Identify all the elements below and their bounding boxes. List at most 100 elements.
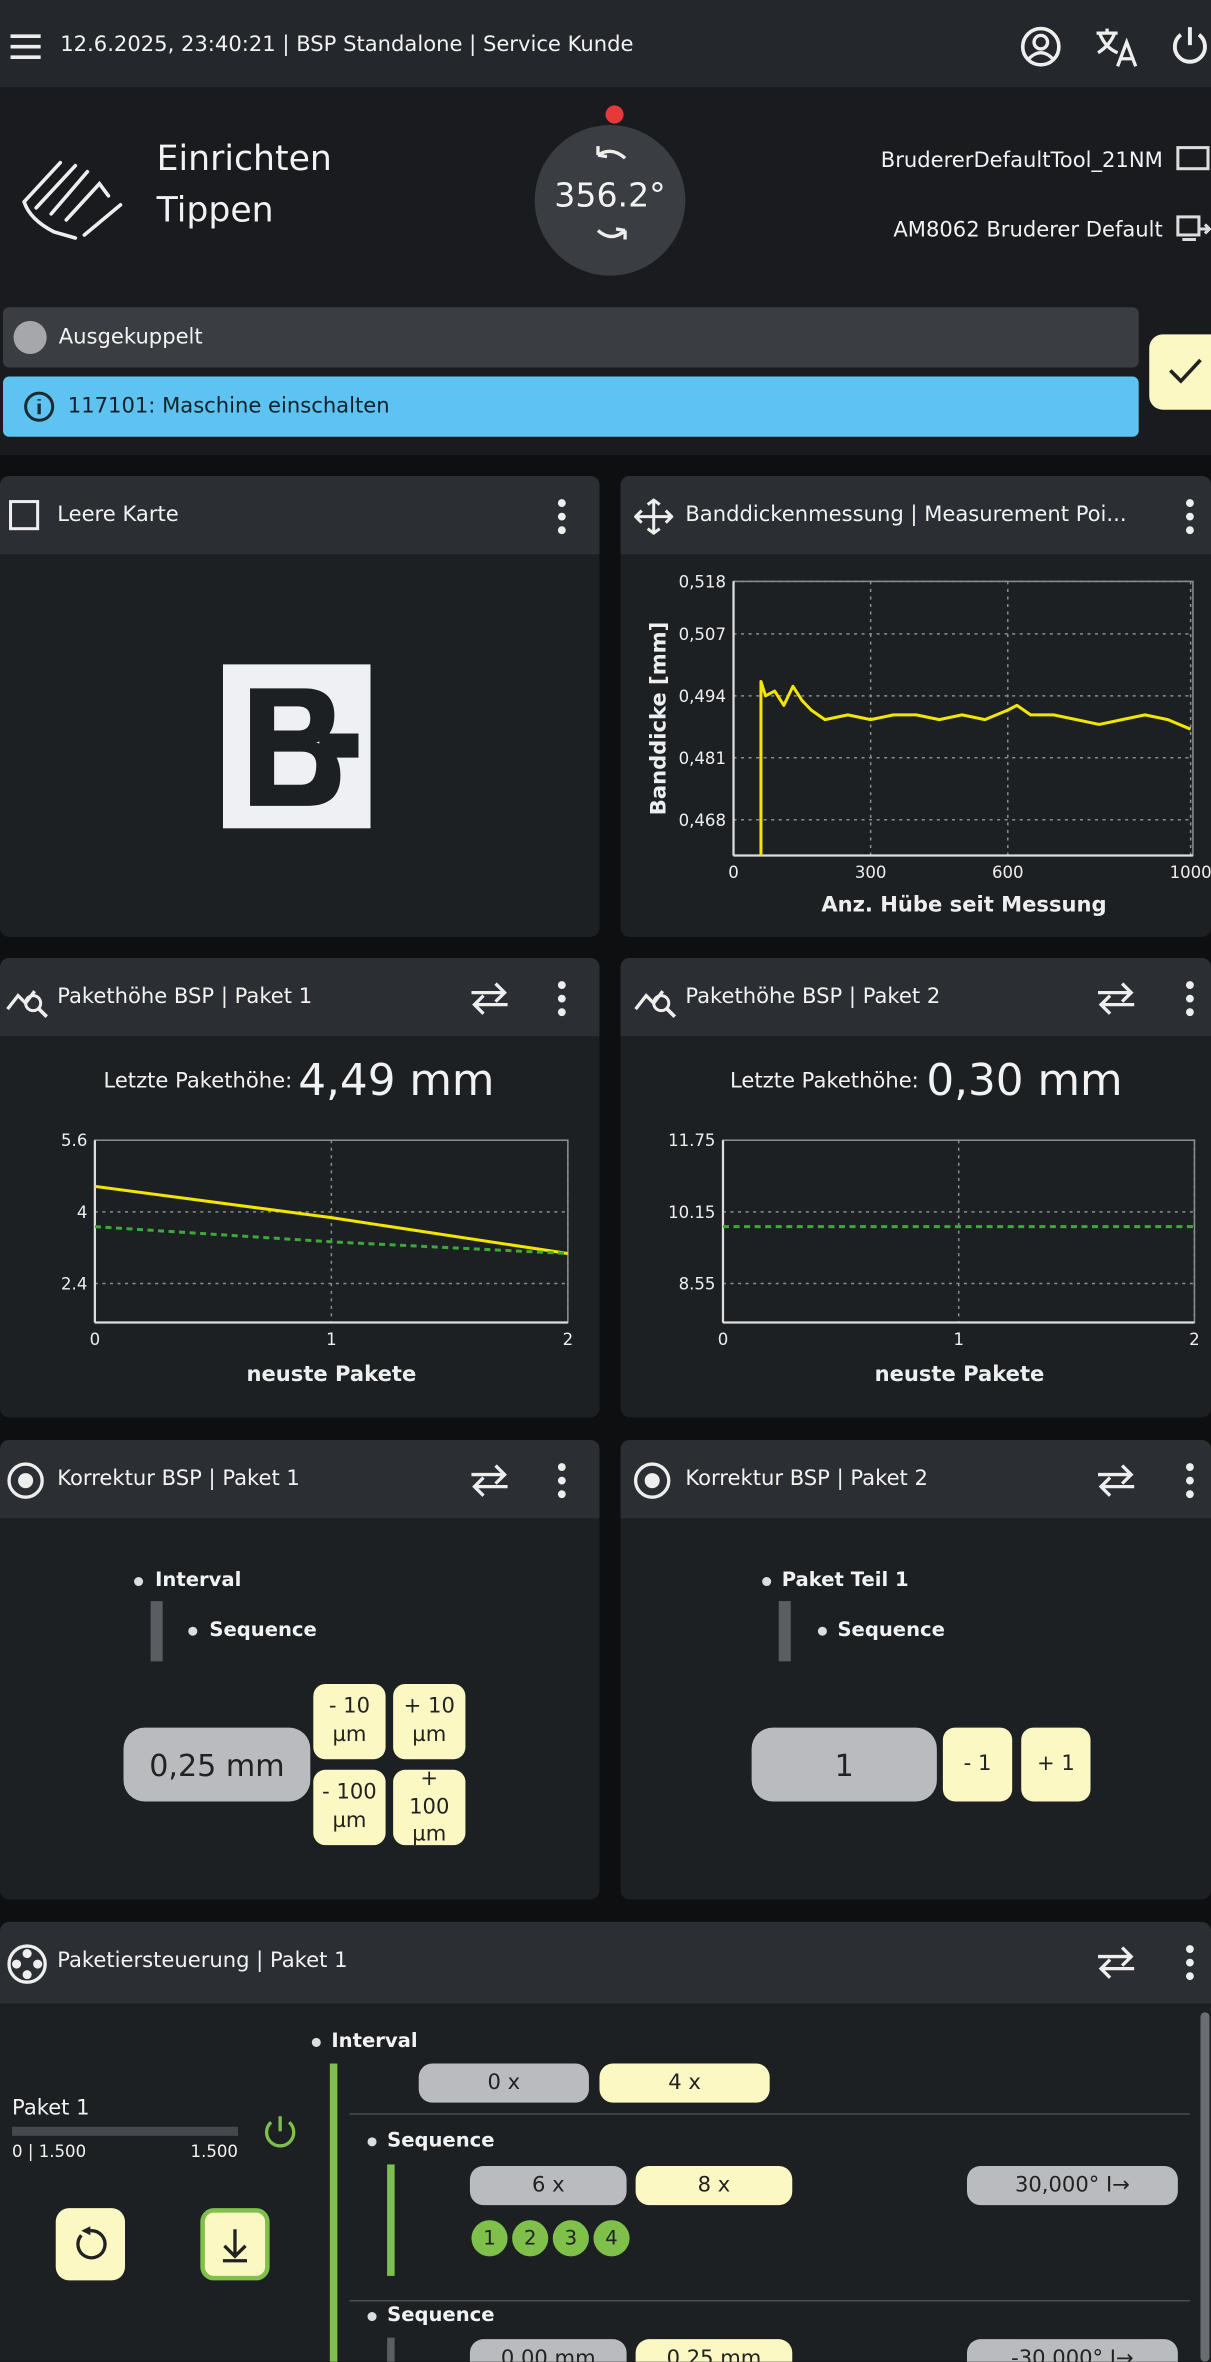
y-tick-label: 5.6	[61, 1131, 87, 1150]
menu-dots[interactable]	[1179, 979, 1200, 1018]
swap-icon[interactable]	[1095, 1463, 1137, 1499]
correction-value: 1	[751, 1727, 937, 1802]
clutch-indicator	[13, 320, 47, 354]
sequence-value[interactable]: 8 x	[635, 2165, 793, 2206]
menu-dots[interactable]	[551, 1461, 572, 1500]
level-bar	[150, 1601, 163, 1662]
card-header	[620, 1439, 1211, 1519]
level-bar	[778, 1601, 791, 1662]
level-2: Sequence	[837, 1619, 945, 1642]
active-bar	[329, 2063, 338, 2362]
menu-dots[interactable]	[551, 979, 572, 1018]
card-header	[620, 475, 1211, 555]
interval-label: Interval	[331, 2030, 418, 2053]
level-1: Interval	[155, 1569, 242, 1593]
angle-marker	[605, 105, 624, 124]
step[interactable]: 4	[593, 2220, 630, 2257]
step[interactable]: 3	[552, 2220, 589, 2257]
message-row	[3, 376, 1139, 437]
interval-value: 0 x	[418, 2063, 589, 2103]
card-header	[0, 1921, 1211, 2004]
adjust-button[interactable]: - 1	[942, 1727, 1013, 1802]
account-icon[interactable]	[1020, 26, 1062, 68]
tool-icon	[1176, 146, 1210, 171]
active-bar	[387, 2164, 395, 2276]
sequence-angle: -30,000° I→	[966, 2339, 1178, 2362]
card-title: Paketiersteuerung | Paket 1	[57, 1949, 348, 1974]
arrow-down-icon	[222, 2229, 248, 2263]
x-tick-label: 0	[90, 1330, 101, 1349]
x-tick-label: 2	[1189, 1330, 1200, 1349]
angle-value: 356.2°	[554, 177, 666, 216]
last-label: Letzte Pakethöhe:	[730, 1069, 919, 1094]
logo	[222, 664, 371, 829]
confirm-button[interactable]	[1149, 334, 1211, 410]
correction-value: 0,25 mm	[123, 1727, 311, 1802]
menu-icon[interactable]	[9, 32, 42, 62]
data-line	[94, 1225, 568, 1256]
y-tick-label: 0,468	[679, 811, 726, 830]
submode: Tippen	[156, 191, 274, 231]
menu-dots[interactable]	[1179, 497, 1200, 536]
card-title: Pakethöhe BSP | Paket 1	[57, 985, 313, 1010]
power-icon[interactable]	[1170, 24, 1211, 69]
level-bar	[387, 2337, 395, 2362]
card-title: Leere Karte	[57, 503, 179, 528]
bullet	[817, 1626, 827, 1636]
separator	[349, 2113, 1190, 2115]
swap-icon[interactable]	[468, 981, 510, 1017]
bullet	[762, 1577, 772, 1587]
x-tick-label: 300	[855, 863, 887, 882]
message-text: 117101: Maschine einschalten	[67, 394, 390, 419]
level-1: Paket Teil 1	[781, 1569, 909, 1593]
sequence-value[interactable]: 0,25 mm	[635, 2339, 793, 2362]
y-tick-label: 0,481	[679, 749, 726, 768]
x-tick-label: 600	[992, 863, 1024, 882]
menu-dots[interactable]	[551, 497, 572, 536]
y-tick-label: 8.55	[679, 1275, 716, 1294]
status-text: 12.6.2025, 23:40:21 | BSP Standalone | S…	[60, 33, 634, 58]
sequence-label: Sequence	[387, 2304, 495, 2328]
clutch-row	[3, 307, 1139, 368]
card-title: Pakethöhe BSP | Paket 2	[685, 985, 941, 1010]
bullet	[367, 2137, 377, 2147]
clutch-status: Ausgekuppelt	[58, 325, 203, 350]
adjust-button[interactable]: - 100 µm	[313, 1769, 386, 1846]
data-line	[94, 1184, 569, 1255]
card-header	[620, 957, 1211, 1037]
card-title: Korrektur BSP | Paket 2	[685, 1467, 928, 1492]
step[interactable]: 2	[512, 2220, 549, 2257]
swap-icon[interactable]	[468, 1463, 510, 1499]
x-tick-label: 2	[563, 1330, 574, 1349]
y-tick-label: 11.75	[668, 1131, 715, 1150]
last-value: 4,49 mm	[298, 1054, 495, 1106]
x-tick-label: 1	[326, 1330, 337, 1349]
x-tick-label: 1	[953, 1330, 964, 1349]
data-line	[759, 680, 1192, 856]
level-2: Sequence	[209, 1619, 317, 1642]
step[interactable]: 1	[471, 2220, 508, 2257]
menu-dots[interactable]	[1179, 1461, 1200, 1500]
adjust-button[interactable]: + 100 µm	[393, 1766, 466, 1847]
swap-icon[interactable]	[1095, 981, 1137, 1017]
scrollbar[interactable]	[1200, 2012, 1210, 2362]
language-icon[interactable]	[1094, 24, 1142, 69]
y-tick-label: 2.4	[61, 1275, 87, 1294]
x-tick-label: 1000	[1170, 863, 1211, 882]
menu-dots[interactable]	[1179, 1943, 1200, 1982]
swap-icon[interactable]	[1095, 1945, 1137, 1981]
adjust-button[interactable]: + 1	[1021, 1727, 1091, 1802]
interval-value[interactable]: 4 x	[599, 2063, 770, 2103]
sequence-label: Sequence	[387, 2129, 495, 2153]
x-tick-label: 0	[728, 863, 739, 882]
adjust-button[interactable]: + 10 µm	[393, 1683, 466, 1760]
sequence-value: 6 x	[469, 2165, 627, 2206]
sequence-value: 0,00 mm	[469, 2339, 627, 2362]
sequence-angle: 30,000° I→	[966, 2165, 1178, 2206]
mode: Einrichten	[156, 140, 332, 180]
reset-button[interactable]	[55, 2208, 126, 2281]
card-icon	[9, 500, 40, 531]
adjust-button[interactable]: - 10 µm	[313, 1683, 386, 1760]
